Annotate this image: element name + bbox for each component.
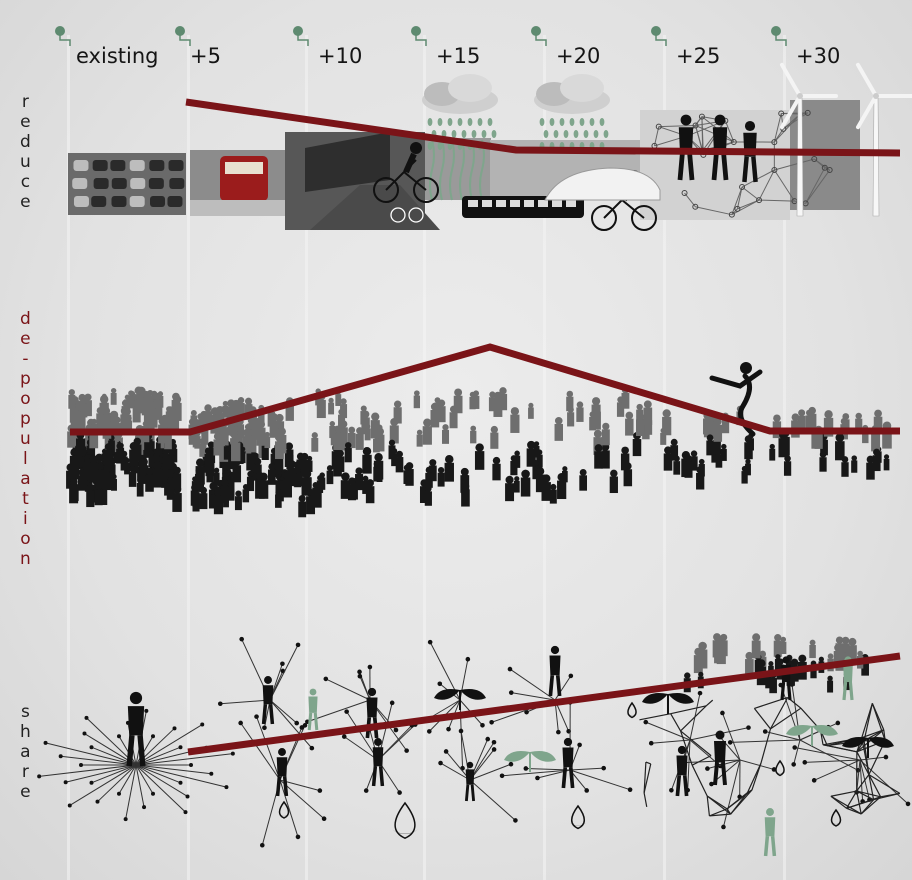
trend-line-depopulation xyxy=(70,343,900,436)
bus-icon xyxy=(462,196,584,218)
water-drop-icon xyxy=(830,808,842,827)
tram-icon xyxy=(190,150,298,216)
water-drop-icon xyxy=(391,801,419,840)
row-label-letter: i xyxy=(23,509,28,529)
row-label-letter: r xyxy=(21,92,29,112)
row-label-letter: p xyxy=(20,409,31,429)
row-label-letter: d xyxy=(20,132,31,152)
car-icon xyxy=(544,167,661,201)
water-drop-icon xyxy=(278,800,290,819)
row-label-letter: s xyxy=(20,702,30,722)
row-label-letter: o xyxy=(20,529,31,549)
crowd-icon xyxy=(449,386,653,507)
row-label-letter: e xyxy=(20,329,31,349)
leaf-icon xyxy=(842,737,894,758)
walking-person-icon xyxy=(677,114,695,181)
row-label-letter: u xyxy=(20,152,31,172)
timeline-marker-icon xyxy=(771,26,787,46)
person-icon xyxy=(464,761,476,802)
leaf-icon xyxy=(642,693,694,714)
row-label-letter: - xyxy=(22,349,29,369)
crowd-icon xyxy=(66,386,182,512)
timeline-label-20: +20 xyxy=(556,44,601,68)
timeline-label-15: +15 xyxy=(436,44,481,68)
row-label-letter: c xyxy=(20,172,31,192)
dancer-icon xyxy=(769,406,892,480)
person-icon xyxy=(763,808,777,857)
person-icon xyxy=(261,676,275,725)
walking-person-icon xyxy=(711,114,729,181)
row-label-letter: r xyxy=(21,762,29,782)
trend-line-reduce xyxy=(185,98,901,157)
row-label-letter: a xyxy=(20,742,31,762)
timeline-label-5: +5 xyxy=(190,44,221,68)
water-drop-icon xyxy=(569,804,587,830)
timeline-guide-column xyxy=(423,35,426,880)
building-icon xyxy=(285,132,440,230)
person-icon xyxy=(548,645,562,697)
trend-line-share xyxy=(187,652,901,756)
crowd-icon xyxy=(660,405,754,490)
woman-silhouette-icon xyxy=(126,691,146,767)
timeline-guide-column xyxy=(543,35,546,880)
person-icon xyxy=(275,748,289,797)
row-label-letter: e xyxy=(20,112,31,132)
row-label-letter: e xyxy=(20,192,31,212)
row-label-letter: n xyxy=(20,549,31,569)
row-label-letter: p xyxy=(20,369,31,389)
timeline-guide-column xyxy=(187,35,190,880)
water-drop-icon xyxy=(774,759,786,777)
row-label-letter: t xyxy=(22,489,29,509)
row-label-letter: o xyxy=(20,389,31,409)
leaf-icon xyxy=(786,725,838,746)
timeline-marker-icon xyxy=(55,26,71,46)
person-icon xyxy=(371,738,385,787)
timeline-label-10: +10 xyxy=(318,44,363,68)
leaf-icon xyxy=(504,751,556,772)
wind-turbine-icon xyxy=(856,62,912,217)
row-label-letter: d xyxy=(20,309,31,329)
row-label-letter: a xyxy=(20,469,31,489)
timeline-marker-icon xyxy=(531,26,547,46)
person-icon xyxy=(307,688,319,731)
water-drop-icon xyxy=(626,701,638,719)
leaf-icon xyxy=(434,689,486,710)
wind-turbine-icon xyxy=(780,62,838,217)
car-traffic-icon xyxy=(68,153,186,215)
person-icon xyxy=(561,737,575,789)
timeline-marker-icon xyxy=(175,26,191,46)
person-icon xyxy=(675,745,689,797)
cyclist-icon xyxy=(373,142,439,203)
timeline-label-25: +25 xyxy=(676,44,721,68)
row-label-letter: e xyxy=(20,782,31,802)
crowd-icon xyxy=(287,388,454,518)
timeline-guide-column xyxy=(67,35,70,880)
row-label-letter: u xyxy=(20,429,31,449)
timeline-marker-icon xyxy=(411,26,427,46)
rain-cloud-icon xyxy=(534,74,610,150)
timeline-label-existing: existing xyxy=(76,44,159,68)
row-label-letter: l xyxy=(23,449,28,469)
timeline-marker-icon xyxy=(293,26,309,46)
row-label-letter: h xyxy=(20,722,31,742)
timeline-label-30: +30 xyxy=(796,44,841,68)
person-icon xyxy=(713,730,727,786)
timeline-marker-icon xyxy=(651,26,667,46)
